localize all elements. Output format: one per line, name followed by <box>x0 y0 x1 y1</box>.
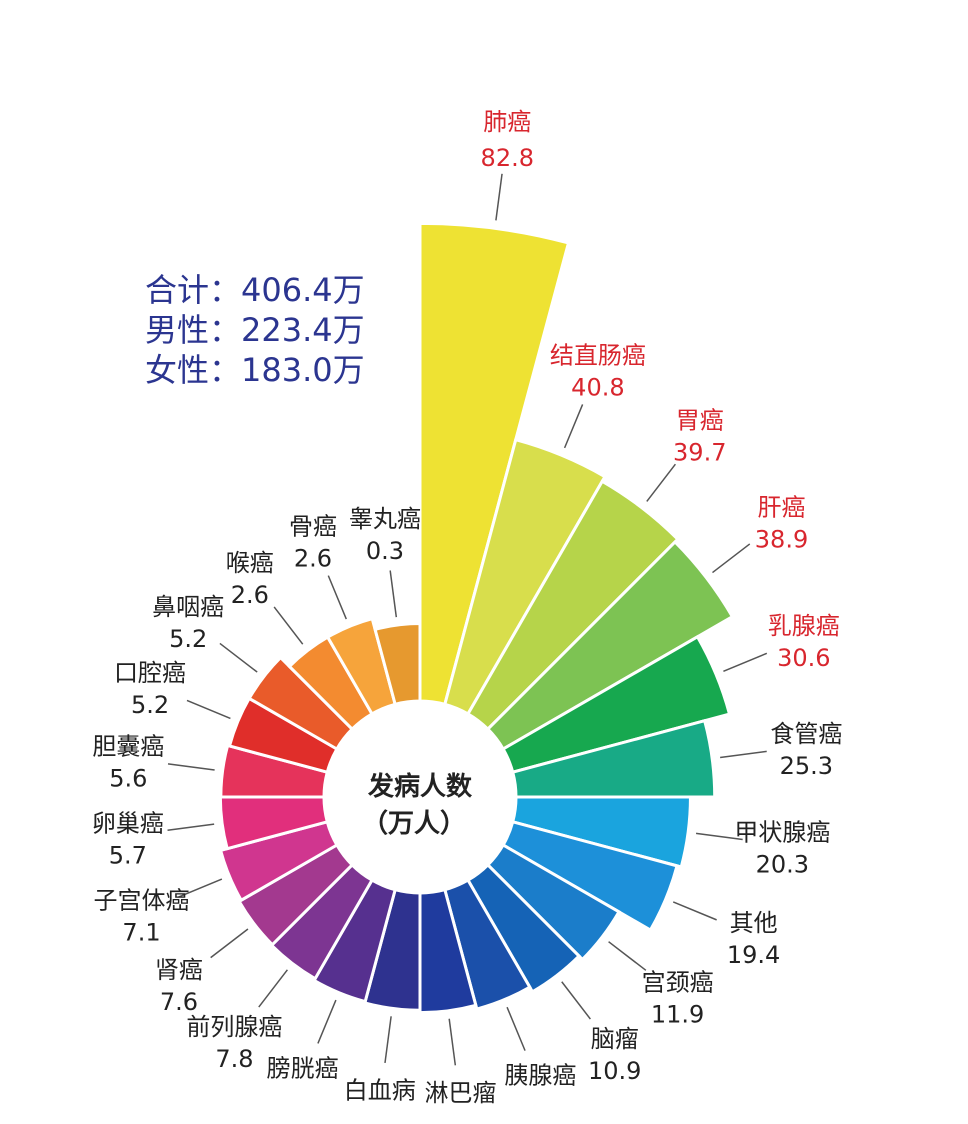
leader-line <box>695 832 743 841</box>
leader-line <box>608 941 647 971</box>
leader-line <box>186 699 231 720</box>
category-label: 食管癌 <box>770 720 842 748</box>
category-label: 脑瘤 <box>591 1025 639 1053</box>
value-label: 2.6 <box>231 581 269 609</box>
center-hole <box>324 701 516 893</box>
leader-line <box>672 901 717 921</box>
value-label: 10.9 <box>588 1057 641 1085</box>
category-label: 鼻咽癌 <box>152 593 224 621</box>
category-label: 淋巴瘤 <box>425 1079 497 1107</box>
value-label: 20.3 <box>756 851 809 879</box>
summary-male: 男性：223.4万 <box>145 311 365 349</box>
category-label: 其他 <box>730 909 778 937</box>
value-label: 7.1 <box>122 918 160 946</box>
category-label: 胰腺癌 <box>504 1062 576 1090</box>
value-label: 7.6 <box>160 988 198 1016</box>
leader-line <box>646 463 676 502</box>
value-label: 38.9 <box>755 526 808 554</box>
category-label: 肝癌 <box>758 494 806 522</box>
leader-line <box>258 969 288 1008</box>
value-label: 40.8 <box>571 374 624 402</box>
leader-line <box>720 750 767 759</box>
value-label: 39.7 <box>673 438 726 466</box>
value-label: 5.2 <box>169 625 207 653</box>
category-label: 肾癌 <box>155 956 203 984</box>
category-label: 口腔癌 <box>114 659 186 687</box>
value-label: 19.4 <box>727 941 780 969</box>
category-label: 宫颈癌 <box>642 969 714 997</box>
summary-box: 合计：406.4万 男性：223.4万 女性：183.0万 <box>145 270 365 390</box>
value-label: 5.7 <box>109 841 147 869</box>
leader-line <box>712 543 751 574</box>
value-label: 5.2 <box>131 691 169 719</box>
summary-female: 女性：183.0万 <box>145 351 365 389</box>
category-label: 肺癌 <box>483 108 531 136</box>
category-label: 卵巢癌 <box>92 809 164 837</box>
category-label: 结直肠癌 <box>550 342 646 370</box>
leader-line <box>273 606 304 645</box>
category-label: 乳腺癌 <box>768 612 840 640</box>
category-label: 睾丸癌 <box>349 505 421 533</box>
leader-line <box>178 878 223 898</box>
value-label: 0.3 <box>366 537 404 565</box>
leader-line <box>389 570 398 618</box>
leader-line <box>167 763 215 771</box>
category-label: 前列腺癌 <box>186 1013 282 1041</box>
leader-line <box>495 173 503 221</box>
category-label: 骨癌 <box>289 513 337 541</box>
leader-line <box>167 823 215 831</box>
leader-line <box>448 1018 457 1066</box>
leader-line <box>210 928 249 959</box>
value-label: 82.8 <box>481 144 534 172</box>
bar-肺癌 <box>418 221 571 707</box>
value-label: 30.6 <box>777 644 830 672</box>
value-label: 2.6 <box>294 545 332 573</box>
category-label: 胃癌 <box>676 406 724 434</box>
category-label: 膀胱癌 <box>267 1054 339 1082</box>
value-label: 25.3 <box>780 752 833 780</box>
leader-line <box>563 404 584 449</box>
center-label-line1: 发病人数 <box>367 771 473 802</box>
leader-line <box>219 642 258 673</box>
value-label: 5.6 <box>109 765 147 793</box>
leader-line <box>327 575 347 620</box>
value-label: 7.8 <box>215 1045 253 1073</box>
category-label: 白血病 <box>344 1077 416 1105</box>
leader-line <box>723 652 768 673</box>
leader-line <box>317 999 337 1044</box>
center-label-line2: （万人） <box>362 809 466 839</box>
category-label: 喉癌 <box>226 549 274 577</box>
summary-total: 合计：406.4万 <box>145 271 365 309</box>
leader-line <box>384 1016 392 1064</box>
leader-line <box>506 1006 526 1051</box>
value-label: 11.9 <box>651 1001 704 1029</box>
category-label: 甲状腺癌 <box>734 819 830 847</box>
leader-line <box>561 981 591 1020</box>
category-label: 子宫体癌 <box>94 886 190 914</box>
category-label: 胆囊癌 <box>92 733 164 761</box>
